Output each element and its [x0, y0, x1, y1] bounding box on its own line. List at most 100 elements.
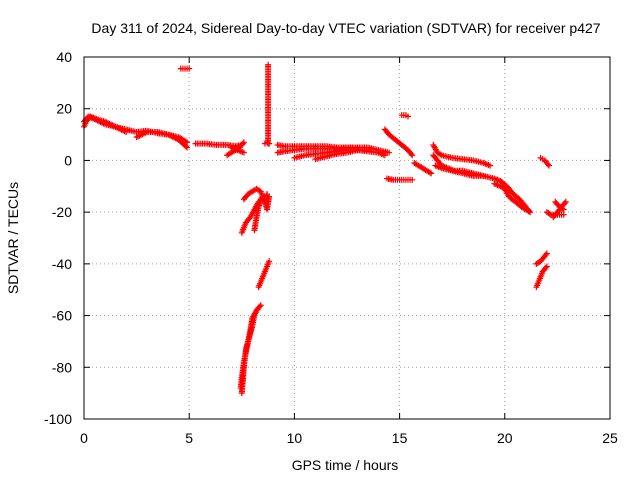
data-point-run	[523, 205, 532, 214]
y-tick-label: 40	[56, 49, 72, 65]
data-point-run	[405, 176, 414, 183]
data-point-run	[282, 147, 296, 155]
data-point-run	[114, 124, 128, 135]
data-point-run	[276, 142, 286, 149]
series-track-29	[497, 178, 534, 216]
data-point-run	[551, 210, 560, 219]
data-point-run	[536, 275, 543, 284]
data-point-run	[435, 150, 444, 158]
y-tick-label: -80	[52, 359, 72, 375]
data-point-run	[425, 168, 433, 176]
data-point-run	[511, 192, 522, 202]
data-point-run	[557, 204, 566, 212]
data-point	[560, 211, 567, 218]
data-point-run	[248, 208, 257, 219]
data-point-run	[393, 137, 404, 147]
data-point-run	[545, 210, 553, 217]
series-track-15	[261, 139, 273, 147]
y-tick-label: 0	[64, 152, 72, 168]
data-point-run	[246, 189, 254, 197]
series-track-31	[533, 263, 550, 291]
data-point	[409, 152, 416, 159]
data-points	[81, 61, 569, 397]
data-point-run	[502, 187, 512, 199]
x-tick-label: 0	[80, 430, 88, 446]
data-point-run	[406, 148, 415, 157]
series-track-20	[333, 144, 393, 156]
y-tick-label: -60	[52, 308, 72, 324]
series-track-04	[177, 65, 193, 72]
data-point-run	[435, 158, 444, 168]
data-point-run	[482, 160, 492, 168]
y-tick-label: -100	[44, 411, 72, 427]
y-tick-label: -40	[52, 256, 72, 272]
data-point-run	[293, 152, 307, 161]
series-track-28	[491, 180, 534, 216]
data-point-run	[498, 179, 509, 189]
data-point	[562, 198, 569, 205]
data-point	[487, 162, 494, 169]
data-point-run	[256, 280, 263, 289]
data-point-run	[156, 129, 170, 138]
data-point-run	[229, 145, 239, 153]
data-point	[381, 152, 388, 159]
series-track-23	[398, 112, 412, 120]
series-track-08	[238, 302, 264, 397]
series-track-14	[265, 61, 272, 147]
chart-title: Day 311 of 2024, Sidereal Day-to-day VTE…	[91, 20, 600, 36]
data-point-run	[461, 156, 475, 164]
data-point-run	[520, 204, 528, 212]
series-track-25	[430, 141, 494, 169]
data-point-run	[303, 151, 317, 158]
data-point	[527, 209, 534, 216]
data-point-run	[431, 143, 440, 155]
data-point	[543, 263, 550, 270]
data-point-run	[254, 186, 263, 194]
x-tick-label: 20	[497, 430, 513, 446]
data-point-run	[400, 142, 410, 153]
data-point-run	[433, 163, 444, 171]
data-point-run	[254, 306, 261, 313]
data-point	[184, 139, 191, 146]
data-point	[240, 149, 247, 156]
data-point-run	[242, 192, 251, 201]
grid-lines	[84, 57, 610, 419]
data-point-run	[244, 215, 253, 225]
series-track-30	[537, 154, 552, 169]
data-point-run	[385, 175, 395, 183]
data-point-run	[262, 265, 270, 273]
data-point-run	[472, 157, 485, 166]
data-point-run	[265, 81, 272, 90]
data-point-run	[534, 259, 543, 266]
series-track-32	[533, 250, 550, 267]
data-point-run	[276, 148, 286, 156]
data-point	[186, 65, 193, 72]
x-tick-label: 10	[287, 430, 303, 446]
data-point	[545, 162, 552, 169]
data-point-run	[88, 114, 98, 122]
data-point-run	[250, 186, 259, 194]
data-point-run	[542, 264, 549, 271]
x-tick-label: 15	[392, 430, 408, 446]
series-track-35	[552, 198, 567, 213]
data-point	[480, 172, 487, 179]
data-point	[123, 128, 130, 135]
data-point-run	[538, 254, 547, 263]
data-point-run	[534, 280, 541, 289]
data-point-run	[517, 197, 528, 209]
series-track-03	[133, 128, 191, 146]
data-point-run	[225, 150, 233, 158]
data-point	[184, 144, 191, 151]
data-point-run	[81, 120, 89, 129]
series-track-27	[432, 162, 487, 179]
data-point-run	[236, 147, 246, 155]
data-point-run	[544, 161, 551, 168]
data-point-run	[382, 127, 391, 137]
data-point-run	[177, 135, 189, 145]
series-track-12	[251, 193, 273, 234]
data-point-run	[431, 153, 440, 163]
series-track-21	[383, 175, 416, 183]
data-point-run	[264, 260, 272, 268]
series-track-07	[228, 144, 247, 156]
